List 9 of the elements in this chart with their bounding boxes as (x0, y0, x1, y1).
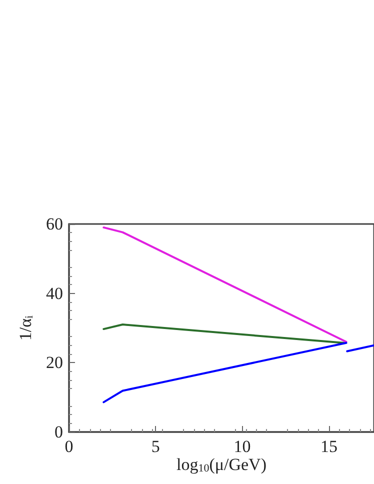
y-axis-title: 1/αi (16, 315, 36, 341)
y-tick-label: 0 (54, 422, 63, 442)
x-tick-label: 10 (234, 437, 251, 456)
x-tick-label: 5 (151, 437, 160, 456)
y-tick-label: 40 (46, 284, 63, 303)
y-tick-label: 60 (46, 214, 63, 234)
line-series (102, 342, 348, 404)
y-tick-label: 20 (46, 353, 63, 372)
x-tick-label: 15 (320, 437, 338, 456)
